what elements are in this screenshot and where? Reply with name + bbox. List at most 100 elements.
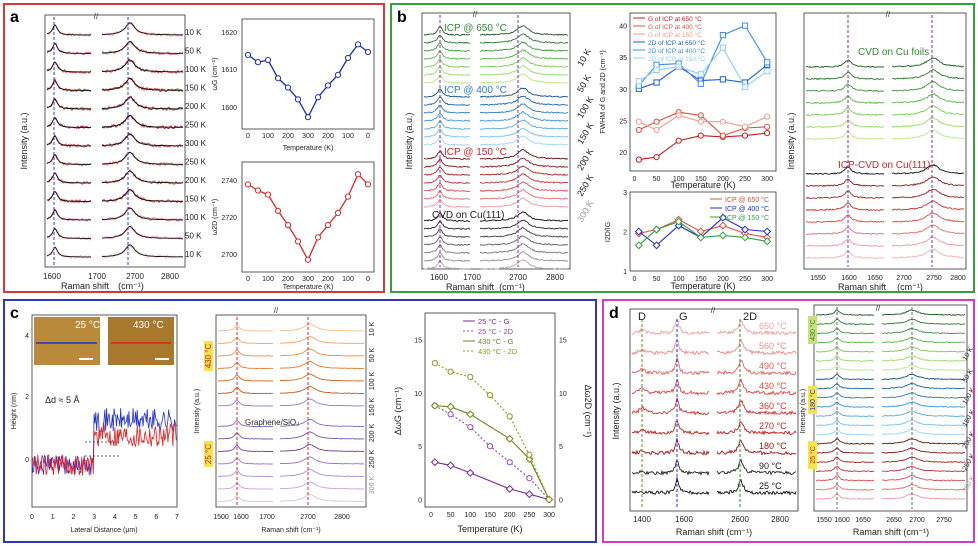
c-shift-data-point — [545, 496, 553, 503]
a-w2d-frame — [241, 161, 375, 273]
b-right-spectrum-g — [805, 226, 885, 235]
d-right-spectrum-g — [815, 419, 875, 427]
c-afm-xtick: 6 — [154, 514, 158, 521]
b-right-spectrum-2d — [891, 68, 965, 80]
a-series-line — [247, 173, 369, 262]
c-cold-label: 25 °C — [204, 444, 213, 464]
b-right-xlabel: Raman shift — [838, 282, 887, 291]
a-xtick: 0 — [366, 276, 370, 283]
a-spectrum-2d — [101, 168, 184, 186]
b-fwhm-data-point — [741, 123, 749, 130]
a-fit-2d — [101, 133, 183, 147]
b-fwhm-xtick: 150 — [695, 176, 707, 183]
b-raman-xunit: (cm⁻¹) — [499, 282, 525, 291]
b-spectrum-g — [423, 34, 471, 44]
d-raman-xticks: 1400 1600 2600 2800 — [633, 515, 789, 524]
a-xtick: 300 — [302, 276, 314, 283]
b-spectrum-g — [423, 198, 471, 208]
b-right-spectrum-2d — [891, 81, 965, 92]
c-shift-y2tick: 10 — [559, 391, 567, 398]
b-spectrum-2d — [479, 95, 569, 106]
d-right-spectrum-g — [815, 475, 875, 482]
b-spectrum-2d — [479, 165, 569, 176]
b-right-spectrum-g — [805, 166, 885, 175]
b-ratio-xtick: 150 — [695, 276, 707, 283]
c-shift-series-line — [434, 405, 550, 500]
d-right-spectrum-2d — [881, 419, 966, 427]
panel-c-svg: c 25 °C 430 °C Δd ≈ 5 Å Height (nm) 4 2 … — [10, 305, 593, 534]
c-shift-yticks: 0 5 10 15 0 5 10 15 — [414, 338, 567, 505]
a-data-point — [274, 207, 282, 214]
a-data-point — [264, 191, 272, 198]
b-spectrum-g — [423, 95, 471, 106]
b-spectrum-2d — [479, 211, 569, 222]
b-group-label: ICP @ 150 °C — [444, 147, 507, 158]
c-shift-y2tick: 0 — [559, 498, 563, 505]
d-right-spectrum-2d — [881, 447, 966, 454]
d-spectrum-right — [716, 421, 797, 436]
b-ratio-data-point — [741, 225, 750, 234]
a-xtick: 300 — [302, 133, 314, 140]
c-afm-xtick: 3 — [92, 514, 96, 521]
b-right-axis-break: // — [886, 10, 891, 19]
b-right-spectrum-2d — [891, 93, 965, 104]
a-fit-g — [46, 153, 91, 165]
a-spectrum-2d — [102, 206, 184, 223]
a-xtick: 100 — [262, 133, 274, 140]
c-spectrum-g — [217, 457, 274, 465]
b-fwhm-xtick: 200 — [717, 176, 729, 183]
c-raman-xticks: 1500 1600 1700 2700 2800 — [213, 514, 350, 521]
b-fwhm-data-point — [635, 118, 642, 125]
a-w2d-ylabel: ω2D (cm⁻¹) — [212, 199, 219, 235]
c-cold-tag — [204, 441, 213, 467]
panel-b-label: b — [397, 9, 407, 26]
d-group-label: 180 °C — [809, 389, 817, 410]
a-data-point — [254, 187, 262, 194]
d-temp-label: 25 °C — [759, 481, 782, 491]
b-group-label: ICP @ 650 °C — [444, 23, 507, 34]
c-spectrum-2d — [279, 373, 365, 382]
b-spectrum-g — [423, 74, 471, 84]
d-right-spectrum-g — [815, 392, 875, 399]
a-fit-2d — [101, 207, 183, 221]
a-raman-xunit: (cm⁻¹) — [118, 281, 144, 291]
b-fwhm-xticks: 0 50 100 150 200 250 300 — [632, 176, 773, 183]
a-spectrum-2d — [101, 21, 184, 37]
d-raman-xtick: 1600 — [675, 515, 693, 524]
a-raman-xtick: 2700 — [126, 272, 144, 281]
d-spectrum-left — [631, 419, 710, 436]
b-ratio-ytick: 1 — [623, 269, 627, 276]
a-spectrum-2d — [101, 189, 184, 204]
d-right-spectrum-2d — [881, 483, 966, 491]
b-spectrum-g — [423, 189, 471, 200]
c-afm-xtick: 4 — [113, 514, 117, 521]
b-spectrum-2d — [479, 49, 569, 60]
b-temp-label: 200 K — [575, 147, 595, 172]
c-shift-data-point — [505, 484, 514, 493]
c-shift-data-point — [505, 434, 514, 443]
b-spectrum-2d — [479, 25, 569, 36]
d-right-spectrum-2d — [881, 465, 966, 473]
b-fwhm-ytick: 20 — [619, 150, 627, 157]
a-data-point — [314, 94, 322, 101]
b-spectrum-g — [423, 120, 471, 130]
a-raman-ylabel: Intensity (a.u.) — [19, 112, 29, 169]
c-shift-ytick: 15 — [414, 338, 422, 345]
b-fwhm-xtick: 0 — [632, 176, 636, 183]
a-temp-label: 200 K — [185, 102, 207, 111]
b-fwhm-data-point — [697, 80, 704, 87]
b-right-frame — [803, 12, 967, 270]
b-fwhm-data-point — [653, 79, 660, 86]
c-afm-profile — [32, 422, 177, 476]
d-spectrum-left — [631, 477, 710, 496]
d-spectrum-left — [631, 397, 710, 416]
b-fwhm-data-point — [741, 132, 749, 139]
b-ratio-legend-entry: ICP @ 150 °C — [725, 214, 769, 222]
a-temp-label: 150 K — [185, 195, 207, 204]
b-spectrum-g — [423, 236, 470, 246]
c-raman-xlabel: Raman shift (cm⁻¹) — [261, 527, 320, 534]
c-afm-inset-left — [34, 317, 100, 365]
b-ratio-ytick: 2 — [623, 230, 627, 237]
c-shift-data-point — [430, 458, 439, 467]
